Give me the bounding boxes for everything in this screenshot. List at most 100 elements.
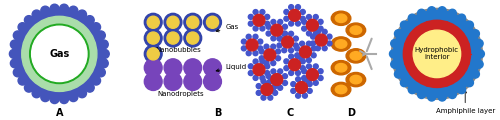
Circle shape bbox=[296, 54, 300, 59]
Circle shape bbox=[300, 66, 306, 71]
Circle shape bbox=[458, 86, 466, 94]
Circle shape bbox=[264, 21, 270, 26]
Circle shape bbox=[259, 49, 264, 54]
Circle shape bbox=[246, 34, 251, 39]
Circle shape bbox=[10, 49, 18, 58]
Circle shape bbox=[164, 59, 182, 77]
Circle shape bbox=[288, 59, 300, 71]
Circle shape bbox=[96, 31, 106, 40]
Circle shape bbox=[264, 71, 270, 76]
Circle shape bbox=[288, 54, 294, 59]
Circle shape bbox=[284, 59, 289, 64]
Circle shape bbox=[428, 7, 436, 15]
Circle shape bbox=[472, 70, 480, 78]
Circle shape bbox=[86, 16, 94, 24]
Circle shape bbox=[41, 6, 50, 15]
Circle shape bbox=[18, 76, 27, 85]
Circle shape bbox=[184, 59, 202, 77]
Circle shape bbox=[147, 16, 160, 28]
Circle shape bbox=[306, 19, 318, 31]
Circle shape bbox=[32, 89, 41, 98]
Circle shape bbox=[294, 43, 298, 48]
Circle shape bbox=[316, 46, 320, 51]
Text: Gas: Gas bbox=[49, 49, 70, 59]
Text: C: C bbox=[286, 108, 294, 118]
Circle shape bbox=[271, 74, 282, 86]
Circle shape bbox=[408, 86, 416, 94]
Circle shape bbox=[318, 76, 323, 81]
Circle shape bbox=[260, 75, 265, 80]
Circle shape bbox=[264, 64, 270, 69]
Circle shape bbox=[302, 69, 306, 74]
Circle shape bbox=[69, 6, 78, 15]
Circle shape bbox=[144, 59, 162, 77]
Circle shape bbox=[271, 69, 276, 74]
Circle shape bbox=[327, 34, 332, 39]
Text: A: A bbox=[56, 108, 63, 118]
Circle shape bbox=[314, 64, 318, 69]
Circle shape bbox=[282, 31, 288, 36]
Ellipse shape bbox=[332, 11, 351, 25]
Circle shape bbox=[282, 24, 288, 29]
Circle shape bbox=[204, 13, 222, 31]
Circle shape bbox=[144, 29, 162, 47]
Circle shape bbox=[295, 46, 300, 51]
Circle shape bbox=[144, 45, 162, 63]
Circle shape bbox=[92, 76, 100, 85]
Circle shape bbox=[272, 90, 278, 95]
Ellipse shape bbox=[332, 37, 351, 51]
Ellipse shape bbox=[346, 49, 366, 63]
Circle shape bbox=[288, 5, 294, 10]
Circle shape bbox=[86, 83, 94, 92]
Circle shape bbox=[14, 68, 22, 77]
Circle shape bbox=[282, 31, 286, 36]
Circle shape bbox=[268, 95, 273, 100]
Circle shape bbox=[413, 30, 461, 78]
Circle shape bbox=[296, 82, 308, 93]
Circle shape bbox=[288, 48, 294, 53]
Circle shape bbox=[147, 48, 160, 60]
Circle shape bbox=[466, 21, 473, 29]
Circle shape bbox=[260, 26, 265, 31]
Ellipse shape bbox=[336, 85, 347, 94]
Circle shape bbox=[186, 32, 199, 44]
Circle shape bbox=[318, 69, 323, 74]
Circle shape bbox=[258, 39, 263, 44]
Circle shape bbox=[322, 46, 327, 51]
Circle shape bbox=[316, 29, 320, 34]
Circle shape bbox=[204, 73, 222, 90]
Circle shape bbox=[282, 74, 288, 79]
Circle shape bbox=[438, 7, 446, 15]
Circle shape bbox=[248, 14, 253, 19]
Text: D: D bbox=[347, 108, 355, 118]
Circle shape bbox=[253, 10, 258, 15]
Circle shape bbox=[271, 61, 276, 66]
Circle shape bbox=[314, 15, 318, 19]
Circle shape bbox=[144, 13, 162, 31]
Circle shape bbox=[394, 10, 480, 97]
Circle shape bbox=[282, 81, 288, 85]
Circle shape bbox=[253, 14, 265, 26]
Circle shape bbox=[306, 15, 312, 19]
Circle shape bbox=[24, 83, 34, 92]
Circle shape bbox=[400, 21, 408, 29]
Circle shape bbox=[272, 84, 278, 89]
Circle shape bbox=[394, 70, 402, 78]
Circle shape bbox=[394, 30, 402, 38]
Circle shape bbox=[184, 13, 202, 31]
Circle shape bbox=[291, 82, 296, 87]
Circle shape bbox=[448, 9, 456, 17]
Circle shape bbox=[22, 16, 97, 91]
Circle shape bbox=[24, 16, 34, 24]
Circle shape bbox=[100, 49, 109, 58]
Circle shape bbox=[78, 89, 86, 98]
Circle shape bbox=[318, 26, 323, 31]
Text: B: B bbox=[214, 108, 221, 118]
Circle shape bbox=[256, 84, 261, 89]
Ellipse shape bbox=[346, 72, 366, 87]
Text: Nanodroplets: Nanodroplets bbox=[158, 91, 204, 97]
Circle shape bbox=[264, 14, 270, 19]
Circle shape bbox=[475, 60, 483, 68]
Circle shape bbox=[248, 71, 253, 76]
Ellipse shape bbox=[350, 75, 362, 84]
